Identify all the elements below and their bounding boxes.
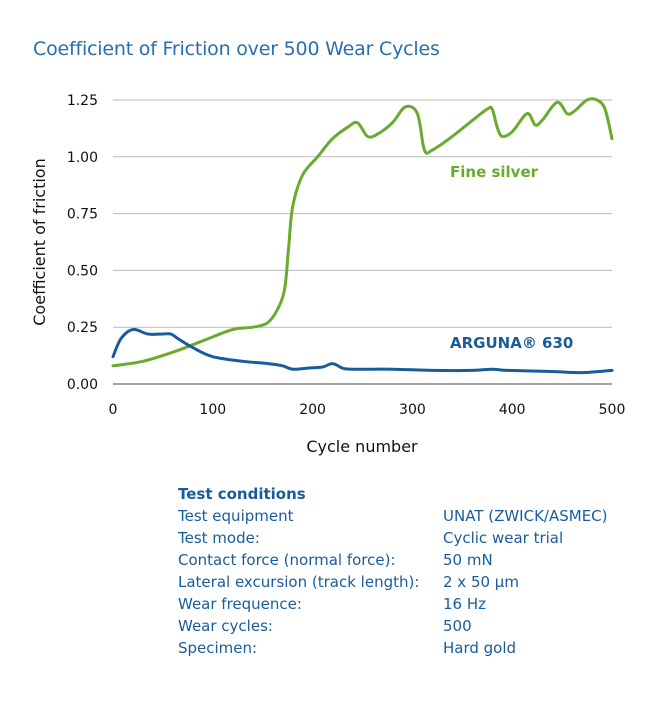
test-condition-value: 2 x 50 µm <box>443 573 519 591</box>
test-condition-label: Test mode: <box>178 529 260 547</box>
test-condition-label: Lateral excursion (track length): <box>178 573 420 591</box>
test-condition-label: Wear cycles: <box>178 617 273 635</box>
y-tick-label: 0.25 <box>67 320 98 336</box>
test-condition-row: Lateral excursion (track length): 2 x 50… <box>178 571 638 593</box>
test-condition-label: Specimen: <box>178 639 258 657</box>
test-conditions-heading: Test conditions <box>178 485 306 503</box>
test-condition-label: Wear frequence: <box>178 595 302 613</box>
y-axis-label: Coefficient of friction <box>30 158 49 325</box>
test-condition-value: 16 Hz <box>443 595 487 613</box>
test-condition-value: 50 mN <box>443 551 493 569</box>
test-condition-value: 500 <box>443 617 472 635</box>
fine-silver-line <box>111 97 614 368</box>
arguna-630-label: ARGUNA® 630 <box>450 334 573 352</box>
y-tick-label: 1.00 <box>67 150 98 166</box>
x-tick-label: 400 <box>499 402 526 418</box>
test-condition-row: Wear cycles: 500 <box>178 615 638 637</box>
x-tick-label: 200 <box>299 402 326 418</box>
test-condition-value: Hard gold <box>443 639 517 657</box>
fine-silver-label: Fine silver <box>450 163 539 181</box>
test-condition-row: Contact force (normal force): 50 mN <box>178 549 638 571</box>
test-condition-row: Test equipment UNAT (ZWICK/ASMEC) <box>178 505 638 527</box>
y-tick-label: 0.50 <box>67 263 98 279</box>
test-conditions: Test conditions Test equipment UNAT (ZWI… <box>178 484 638 659</box>
chart-title: Coefficient of Friction over 500 Wear Cy… <box>33 38 440 60</box>
test-condition-label: Contact force (normal force): <box>178 551 396 569</box>
test-condition-label: Test equipment <box>178 507 294 525</box>
x-tick-label: 100 <box>199 402 226 418</box>
arguna-630-line <box>111 327 614 375</box>
x-axis-label: Cycle number <box>306 437 418 456</box>
friction-line-chart: 0.00 0.25 0.50 0.75 1.00 1.25 0 100 200 300 400 500… <box>30 93 626 456</box>
test-condition-value: UNAT (ZWICK/ASMEC) <box>443 507 608 525</box>
test-condition-row: Wear frequence: 16 Hz <box>178 593 638 615</box>
x-tick-label: 300 <box>399 402 426 418</box>
y-tick-label: 0.75 <box>67 207 98 223</box>
y-tick-label: 1.25 <box>67 93 98 109</box>
test-condition-row: Specimen: Hard gold <box>178 637 638 659</box>
x-tick-label: 0 <box>109 402 118 418</box>
test-condition-value: Cyclic wear trial <box>443 529 564 547</box>
y-tick-label: 0.00 <box>67 377 98 393</box>
test-condition-row: Test mode: Cyclic wear trial <box>178 527 638 549</box>
x-tick-label: 500 <box>599 402 626 418</box>
